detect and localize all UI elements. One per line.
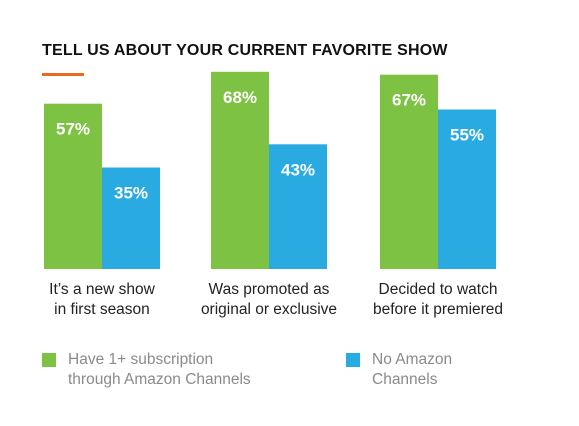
- legend-item-series1: Have 1+ subscription through Amazon Chan…: [42, 350, 251, 390]
- category-label-decided-to-watch: Decided to watch before it premiered: [372, 281, 504, 318]
- title-underline: [42, 73, 84, 76]
- bar-series1-cat2: [211, 71, 269, 269]
- bar-value-label-series1-cat1: 57%: [56, 120, 90, 139]
- bar-series2-cat3: [438, 109, 496, 269]
- bar-value-label-series1-cat3: 67%: [392, 91, 426, 110]
- bar-value-label-series2-cat2: 43%: [281, 160, 315, 179]
- category-label-promoted: Was promoted as original or exclusive: [200, 281, 338, 318]
- bar-series2-cat1: [102, 167, 160, 269]
- legend-swatch-green: [42, 353, 56, 367]
- chart-title: TELL US ABOUT YOUR CURRENT FAVORITE SHOW: [42, 42, 448, 59]
- category-label-new-show: It’s a new show in first season: [49, 281, 155, 318]
- legend-swatch-blue: [346, 353, 360, 367]
- bar-value-label-series2-cat1: 35%: [114, 184, 148, 203]
- bar-series2-cat2: [269, 144, 327, 269]
- legend-label-series1: Have 1+ subscription through Amazon Chan…: [68, 351, 251, 388]
- bar-value-label-series2-cat3: 55%: [450, 126, 484, 145]
- bar-series1-cat1: [44, 103, 102, 269]
- legend-label-series2: No Amazon Channels: [372, 351, 453, 388]
- bar-series1-cat3: [380, 74, 438, 269]
- bar-value-label-series1-cat2: 68%: [223, 88, 257, 107]
- legend-item-series2: No Amazon Channels: [346, 350, 452, 390]
